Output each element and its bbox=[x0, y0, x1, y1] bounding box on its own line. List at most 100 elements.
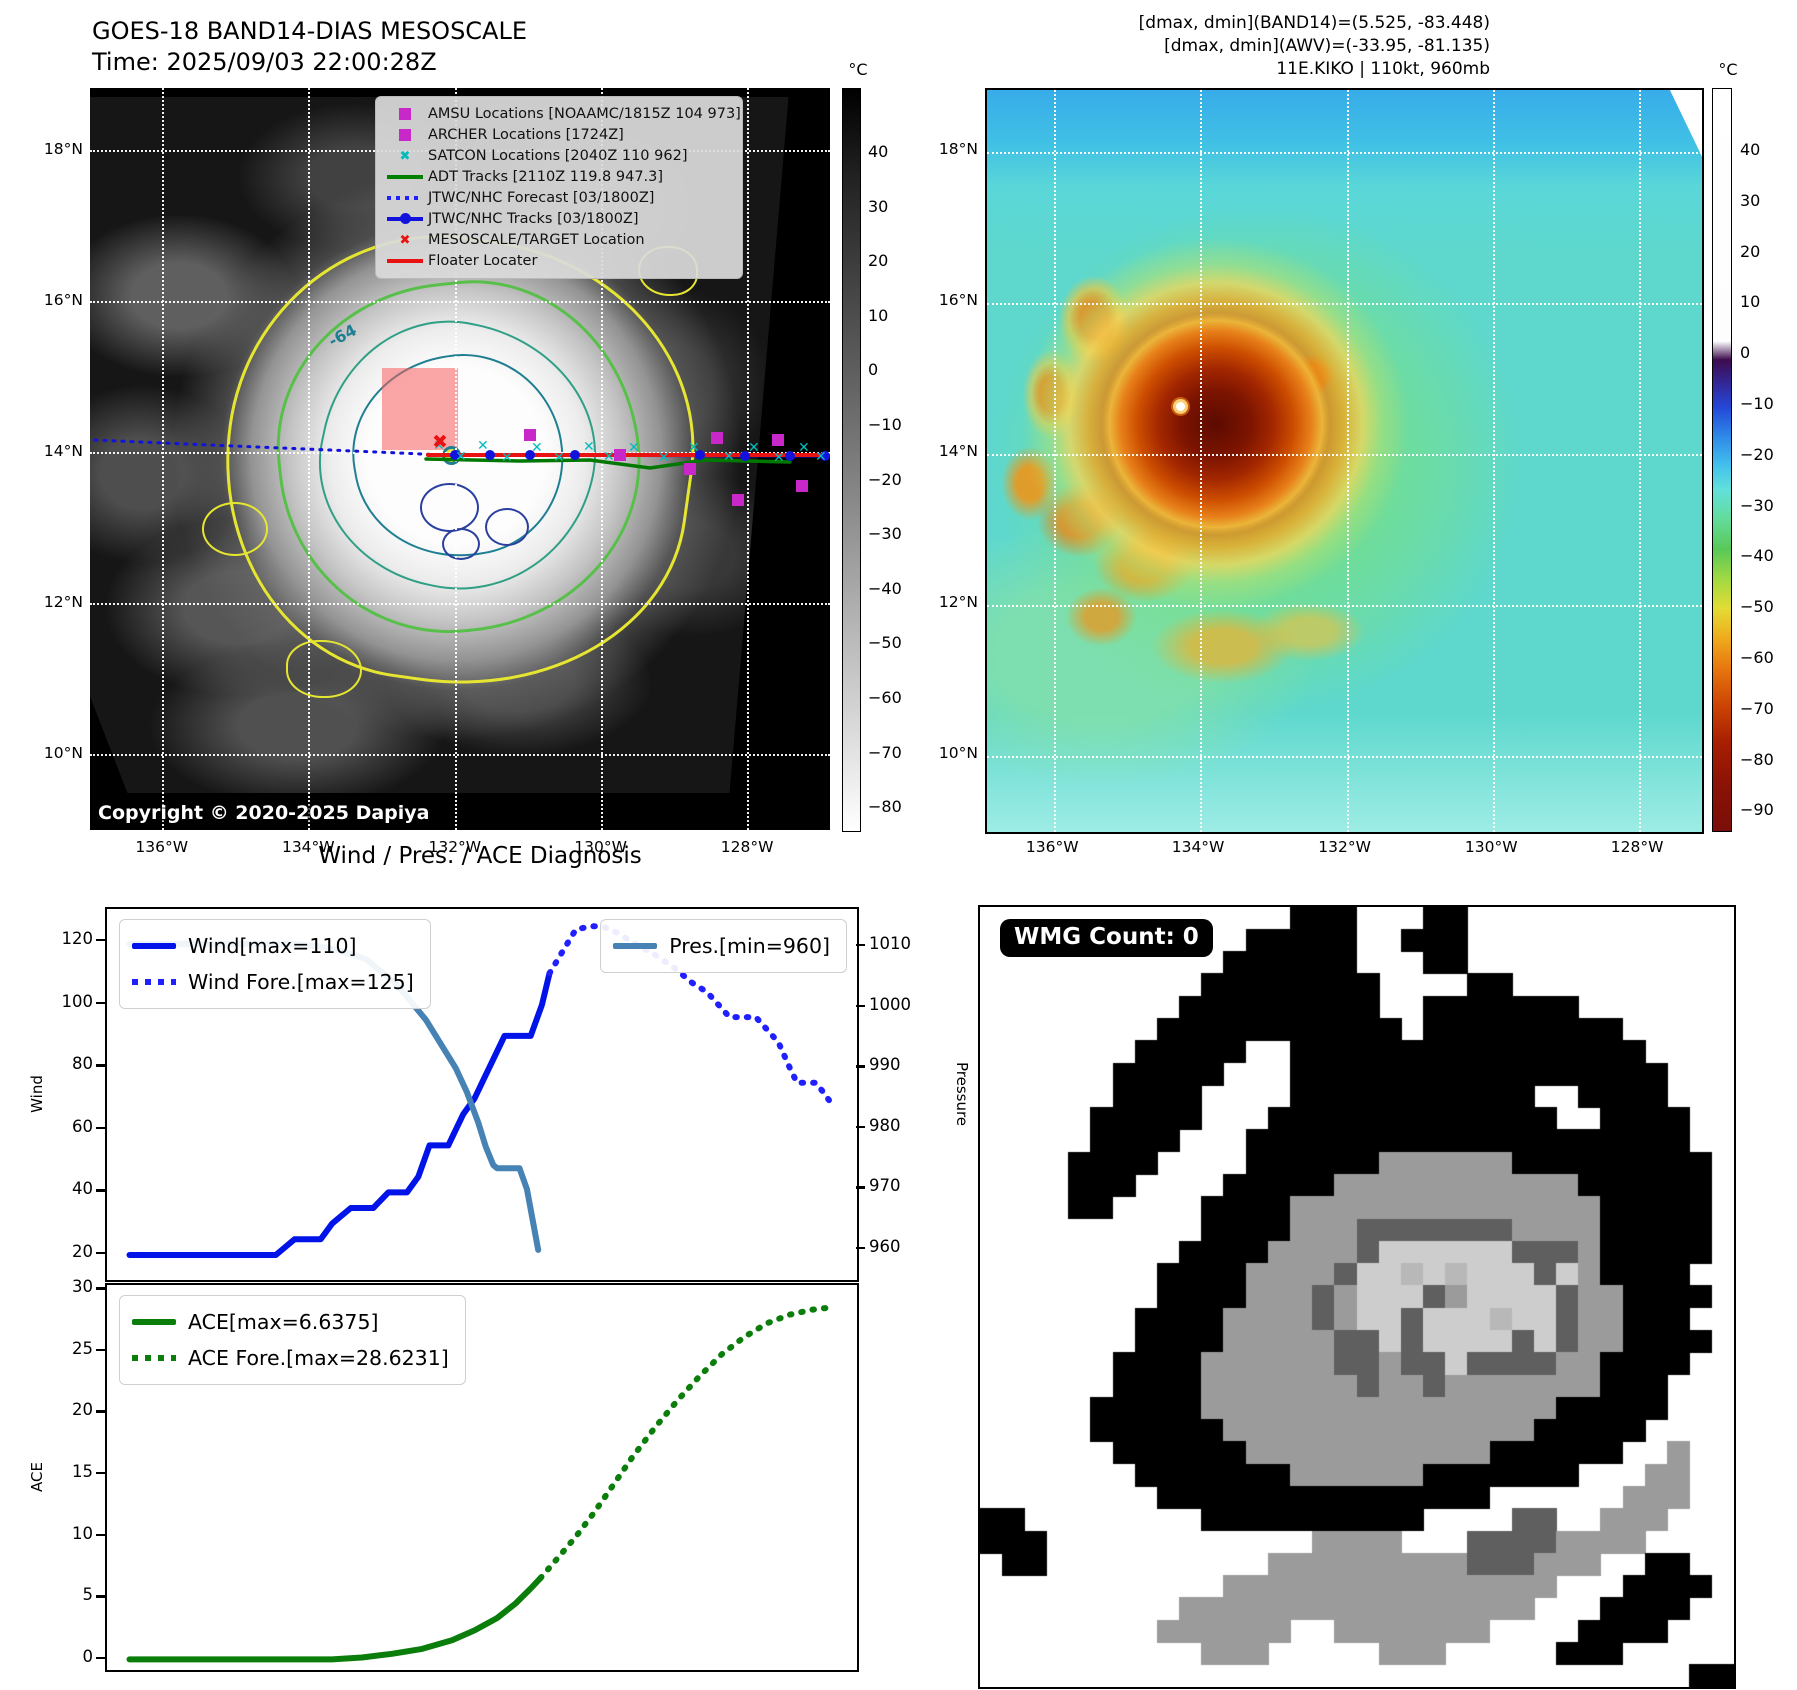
copyright-watermark: Copyright © 2020-2025 Dapiya bbox=[98, 802, 430, 824]
satcon-x-marker: ✕ bbox=[815, 449, 827, 465]
latitude-axis-label: 14°N bbox=[938, 442, 978, 461]
satcon-x-marker: ✕ bbox=[628, 440, 640, 456]
latitude-gridline bbox=[987, 454, 1702, 457]
band14-colorbar-tick: −10 bbox=[868, 415, 902, 434]
legend-item: Floater Locater bbox=[382, 251, 734, 271]
satcon-x-marker: ✕ bbox=[798, 440, 810, 456]
satcon-x-marker: ✕ bbox=[583, 439, 595, 455]
satcon-x-marker: ✕ bbox=[723, 449, 735, 465]
awv-colorbar-tick: −50 bbox=[1740, 597, 1774, 617]
awv-colorbar-tick: 0 bbox=[1740, 343, 1751, 363]
wmg-pixel-grid bbox=[980, 907, 1734, 1687]
timestamp: Time: 2025/09/03 22:00:28Z bbox=[92, 48, 437, 76]
line-marker-icon bbox=[382, 196, 428, 200]
band14-colorbar-tick: 20 bbox=[868, 251, 889, 271]
legend-item: ADT Tracks [2110Z 119.8 947.3] bbox=[382, 167, 734, 187]
ace-line-swatch bbox=[132, 1319, 188, 1325]
pressure-tick: 1010 bbox=[869, 933, 911, 953]
amsu-square-marker bbox=[772, 434, 784, 446]
mesoscale-target-box bbox=[382, 368, 458, 450]
wmg-pixel-panel: WMG Count: 0 bbox=[978, 905, 1736, 1689]
awv-colorbar bbox=[1712, 88, 1732, 832]
pressure-legend: Pres.[min=960] bbox=[600, 919, 847, 973]
longitude-axis-label: 132°W bbox=[428, 838, 482, 856]
diagnosis-chart-title: Wind / Pres. / ACE Diagnosis bbox=[318, 843, 642, 869]
latitude-axis-label: 12°N bbox=[938, 592, 978, 611]
band14-colorbar-tick: −30 bbox=[868, 524, 902, 544]
awv-colorbar-tick: 30 bbox=[1740, 190, 1761, 210]
pressure-tick-mark bbox=[856, 1125, 865, 1129]
band14-colorbar-unit: °C bbox=[848, 60, 868, 79]
latitude-gridline bbox=[90, 300, 830, 303]
band14-satellite-map: -64 ✕ ✕ ✕ ✕ ✕ ✕ ✕ ✕ ✕ ✕ ✕ ✕ ✕ ✕ ✕ ✕ ✖ AMSU Locations [NO… bbox=[90, 88, 830, 830]
right-map-gridlines bbox=[987, 90, 1702, 832]
amsu-square-marker bbox=[711, 432, 723, 444]
latitude-axis-label: 18°N bbox=[938, 140, 978, 159]
longitude-axis-label: 132°W bbox=[1318, 838, 1371, 856]
ace-fore-legend-label: ACE Fore.[max=28.6231] bbox=[188, 1346, 449, 1370]
wind-legend-label: Wind[max=110] bbox=[188, 934, 357, 958]
ace-tick-mark bbox=[96, 1656, 105, 1660]
legend-item-label: ARCHER Locations [1724Z] bbox=[428, 127, 624, 143]
band14-colorbar-tick: 0 bbox=[868, 360, 879, 380]
latitude-gridline bbox=[987, 302, 1702, 305]
pressure-tick: 980 bbox=[869, 1115, 901, 1135]
jtwc-track-point bbox=[740, 451, 750, 461]
jtwc-track-point bbox=[570, 450, 580, 460]
longitude-gridline bbox=[1493, 90, 1496, 832]
band14-colorbar-tick: −80 bbox=[868, 797, 902, 817]
amsu-square-marker bbox=[524, 429, 536, 441]
longitude-gridline bbox=[308, 88, 311, 830]
legend-item: ✖ MESOSCALE/TARGET Location bbox=[382, 230, 734, 250]
legend-row-ace: ACE[max=6.6375] bbox=[132, 1304, 449, 1340]
wind-tick: 80 bbox=[72, 1054, 93, 1074]
awv-colorbar-tick: −90 bbox=[1740, 800, 1774, 820]
mesoscale-target-x: ✖ bbox=[432, 431, 448, 453]
satcon-x-marker: ✕ bbox=[477, 438, 489, 454]
wind-tick-mark bbox=[96, 938, 105, 942]
chart-plot-area bbox=[126, 1304, 838, 1663]
awv-colorbar-unit: °C bbox=[1718, 60, 1738, 79]
pressure-tick: 970 bbox=[869, 1176, 901, 1196]
legend-item-label: JTWC/NHC Forecast [03/1800Z] bbox=[428, 190, 655, 206]
latitude-gridline bbox=[987, 152, 1702, 155]
square-marker-icon bbox=[382, 108, 428, 120]
latitude-axis-label: 18°N bbox=[43, 140, 83, 159]
wind-legend: Wind[max=110] Wind Fore.[max=125] bbox=[119, 919, 431, 1009]
legend-row-wind: Wind[max=110] bbox=[132, 928, 414, 964]
ace-tick: 5 bbox=[82, 1585, 94, 1605]
contour-navy bbox=[485, 508, 529, 546]
pressure-tick-mark bbox=[856, 1186, 865, 1189]
awv-colorbar-tick: 10 bbox=[1740, 292, 1761, 312]
ace-tick: 10 bbox=[72, 1523, 93, 1543]
longitude-gridline bbox=[1200, 90, 1203, 832]
pressure-axis-title: Pressure bbox=[953, 1061, 972, 1127]
awv-colorbar-tick: −70 bbox=[1740, 698, 1774, 718]
jtwc-track-point bbox=[695, 450, 705, 460]
dmax-dmin-awv: [dmax, dmin](AWV)=(-33.95, -81.135) bbox=[1164, 36, 1490, 56]
ace-tick-mark bbox=[96, 1533, 105, 1537]
wind-axis-title: Wind bbox=[27, 1075, 46, 1113]
band14-colorbar-tick: 40 bbox=[868, 142, 889, 161]
storm-id-intensity: 11E.KIKO | 110kt, 960mb bbox=[1276, 59, 1490, 79]
wind-tick-mark bbox=[96, 1064, 105, 1067]
satcon-x-marker: ✕ bbox=[748, 440, 760, 456]
ace-tick-mark bbox=[96, 1471, 105, 1475]
line-marker-icon bbox=[382, 259, 428, 263]
jtwc-track-point bbox=[525, 450, 535, 460]
longitude-axis-label: 134°W bbox=[281, 838, 335, 856]
wind-tick: 100 bbox=[61, 991, 94, 1011]
legend-item-label: JTWC/NHC Tracks [03/1800Z] bbox=[428, 211, 639, 227]
legend-row-ace-fore: ACE Fore.[max=28.6231] bbox=[132, 1340, 449, 1376]
latitude-axis-label: 14°N bbox=[43, 442, 83, 461]
ace-tick-mark bbox=[96, 1287, 105, 1290]
pressure-tick: 960 bbox=[869, 1236, 901, 1256]
contour-navy bbox=[442, 528, 480, 560]
legend-item-label: SATCON Locations [2040Z 110 962] bbox=[428, 148, 688, 164]
ace-tick-mark bbox=[96, 1410, 105, 1413]
legend-item: ✖ SATCON Locations [2040Z 110 962] bbox=[382, 146, 734, 166]
contour-yellow-fragment bbox=[202, 502, 268, 556]
satcon-x-marker: ✕ bbox=[553, 450, 565, 466]
line-marker-icon bbox=[382, 213, 428, 224]
longitude-axis-label: 136°W bbox=[135, 838, 189, 856]
